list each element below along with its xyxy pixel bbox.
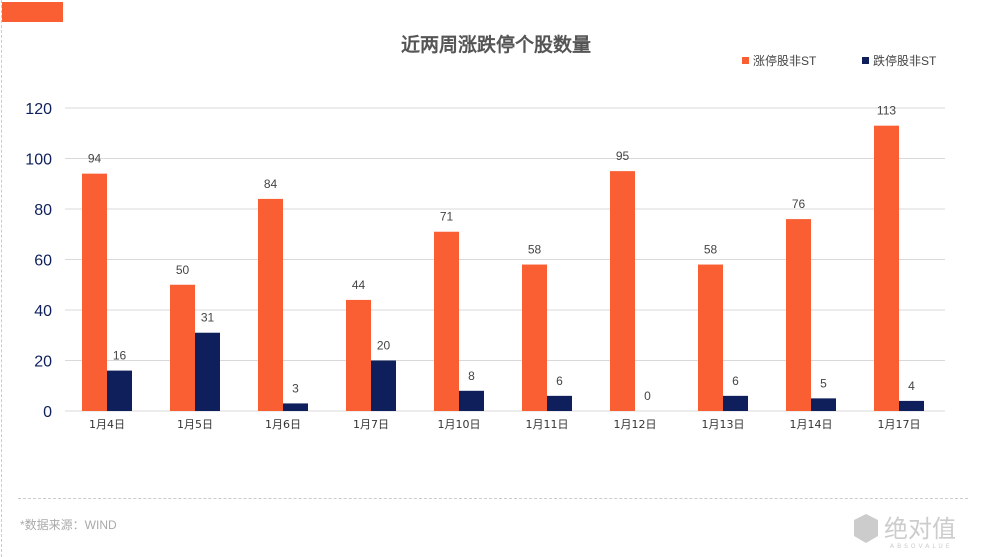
data-label: 76 [792,197,806,211]
y-tick-label: 100 [25,152,52,169]
data-label: 20 [377,339,391,353]
svg-text:绝对值: 绝对值 [884,515,956,543]
bar-0 [258,198,283,411]
data-label: 16 [113,349,127,363]
x-tick-label: 1月6日 [265,418,301,431]
data-label: 113 [877,104,896,118]
y-tick-label: 20 [34,354,52,371]
bar-1 [107,370,132,411]
bar-1 [371,360,396,411]
y-tick-label: 120 [25,101,52,118]
bar-1 [899,400,924,411]
bar-0 [786,219,811,411]
bar-1 [195,332,220,411]
legend-label: 跌停股非ST [873,54,937,68]
data-label: 58 [704,243,718,257]
bar-0 [698,264,723,411]
data-label: 31 [201,311,215,325]
data-label: 94 [88,152,102,166]
legend-swatch [862,57,869,64]
x-tick-label: 1月10日 [438,418,481,431]
bar-1 [459,390,484,411]
data-label: 50 [176,263,190,277]
x-tick-label: 1月7日 [353,418,389,431]
bar-0 [610,171,635,411]
absovalue-logo: 绝对值 ABSOVALUE [852,510,982,550]
y-tick-label: 40 [34,303,52,320]
data-label: 84 [264,177,278,191]
x-tick-label: 1月11日 [526,418,569,431]
bar-1 [723,395,748,411]
y-tick-label: 0 [43,404,52,421]
bar-0 [346,299,371,411]
x-tick-label: 1月17日 [878,418,921,431]
data-label: 8 [468,369,475,383]
data-label: 4 [908,379,915,393]
data-label: 0 [644,389,651,403]
data-label: 58 [528,243,542,257]
data-label: 71 [440,210,454,224]
bar-0 [170,284,195,411]
x-tick-label: 1月4日 [89,418,125,431]
data-label: 6 [732,374,739,388]
footer-divider [18,498,968,499]
x-tick-label: 1月12日 [614,418,657,431]
data-label: 95 [616,149,630,163]
data-label: 5 [820,376,827,390]
bar-0 [434,231,459,411]
bar-0 [874,125,899,412]
y-tick-label: 60 [34,253,52,270]
header-tag [2,2,63,22]
x-tick-label: 1月5日 [177,418,213,431]
x-tick-label: 1月14日 [790,418,833,431]
legend-item-1: 跌停股非ST [862,52,936,69]
svg-text:ABSOVALUE: ABSOVALUE [890,543,953,550]
legend-label: 涨停股非ST [753,54,817,68]
bar-1 [283,403,308,411]
data-label: 44 [352,278,366,292]
bar-1 [547,395,572,411]
bar-0 [82,173,107,411]
legend-item-0: 涨停股非ST [742,52,816,69]
data-source: *数据来源：WIND [20,518,117,532]
x-tick-label: 1月13日 [702,418,745,431]
data-label: 3 [292,381,299,395]
data-label: 6 [556,374,563,388]
chart-title: 近两周涨跌停个股数量 [400,35,591,56]
bar-1 [811,398,836,411]
legend-swatch [742,57,749,64]
left-border [1,0,2,557]
y-tick-label: 80 [34,202,52,219]
bar-0 [522,264,547,411]
